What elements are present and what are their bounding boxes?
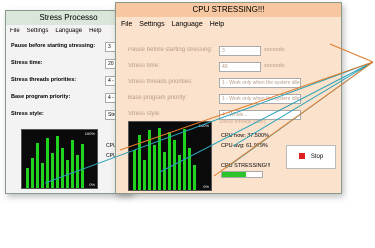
- window-title: Stress Processo: [39, 13, 98, 22]
- cpu-now: CPU now: 37.500%: [221, 133, 269, 139]
- field-label: Pause before starting stressing:: [128, 47, 213, 53]
- menu-item[interactable]: Settings: [139, 21, 165, 28]
- title-bar: Stress Processo: [6, 11, 131, 25]
- menu-item[interactable]: Settings: [26, 28, 49, 34]
- menu-item[interactable]: File: [121, 21, 133, 28]
- cpu-avg: CPU avg: 61.979%: [221, 143, 268, 149]
- menu-item[interactable]: Help: [209, 21, 225, 28]
- menu-item[interactable]: Language: [171, 21, 203, 28]
- menu-bar: File Settings Language Help: [10, 28, 108, 34]
- menu-item[interactable]: Language: [55, 28, 83, 34]
- status-text: CPU STRESSING!!!: [221, 163, 271, 169]
- graph-min: 0%: [203, 184, 209, 189]
- field-unit: seconds: [264, 47, 285, 53]
- menu-bar: File Settings Language Help: [121, 21, 231, 28]
- field-value: 1 - Work only when the system idles: [219, 94, 301, 104]
- cpu-graph: 100% 0%: [21, 129, 98, 189]
- field-label: Stress style:: [11, 111, 44, 117]
- field-value: 1 - Work only when the system idles: [219, 78, 301, 88]
- graph-max: 100%: [198, 123, 209, 128]
- cpu-graph: 100% 0%: [128, 121, 212, 191]
- field-label: Stress threads priorities:: [128, 79, 193, 85]
- graph-max: 100%: [84, 131, 95, 136]
- field-label: Stress style:: [128, 111, 161, 117]
- back-window: Stress Processo File Settings Language Help…: [5, 10, 132, 194]
- progress-bar: [221, 171, 263, 178]
- graph-min: 0%: [89, 182, 95, 187]
- field-label: Base program priority:: [128, 95, 188, 101]
- field-value: 3: [219, 46, 261, 56]
- button-label[interactable]: Stop: [310, 154, 324, 160]
- field-label: Stress threads priorities:: [11, 77, 77, 83]
- field-label: Stress threads count:: [219, 119, 267, 125]
- menu-item[interactable]: Help: [89, 28, 102, 34]
- field-label: Pause before starting stressing:: [11, 43, 96, 49]
- stop-button[interactable]: Stop: [286, 145, 336, 169]
- field-label: Base program priority:: [11, 94, 71, 100]
- field-value: 40: [219, 62, 261, 72]
- window-title: CPU STRESSING!!!: [192, 5, 265, 14]
- title-bar: CPU STRESSING!!!: [116, 3, 341, 17]
- field-label: Stress time:: [11, 60, 43, 66]
- front-window: CPU STRESSING!!! File Settings Language Hel…: [115, 2, 342, 194]
- field-label: Stress time:: [128, 63, 160, 69]
- menu-item[interactable]: File: [10, 28, 20, 34]
- field-unit: seconds: [264, 63, 285, 69]
